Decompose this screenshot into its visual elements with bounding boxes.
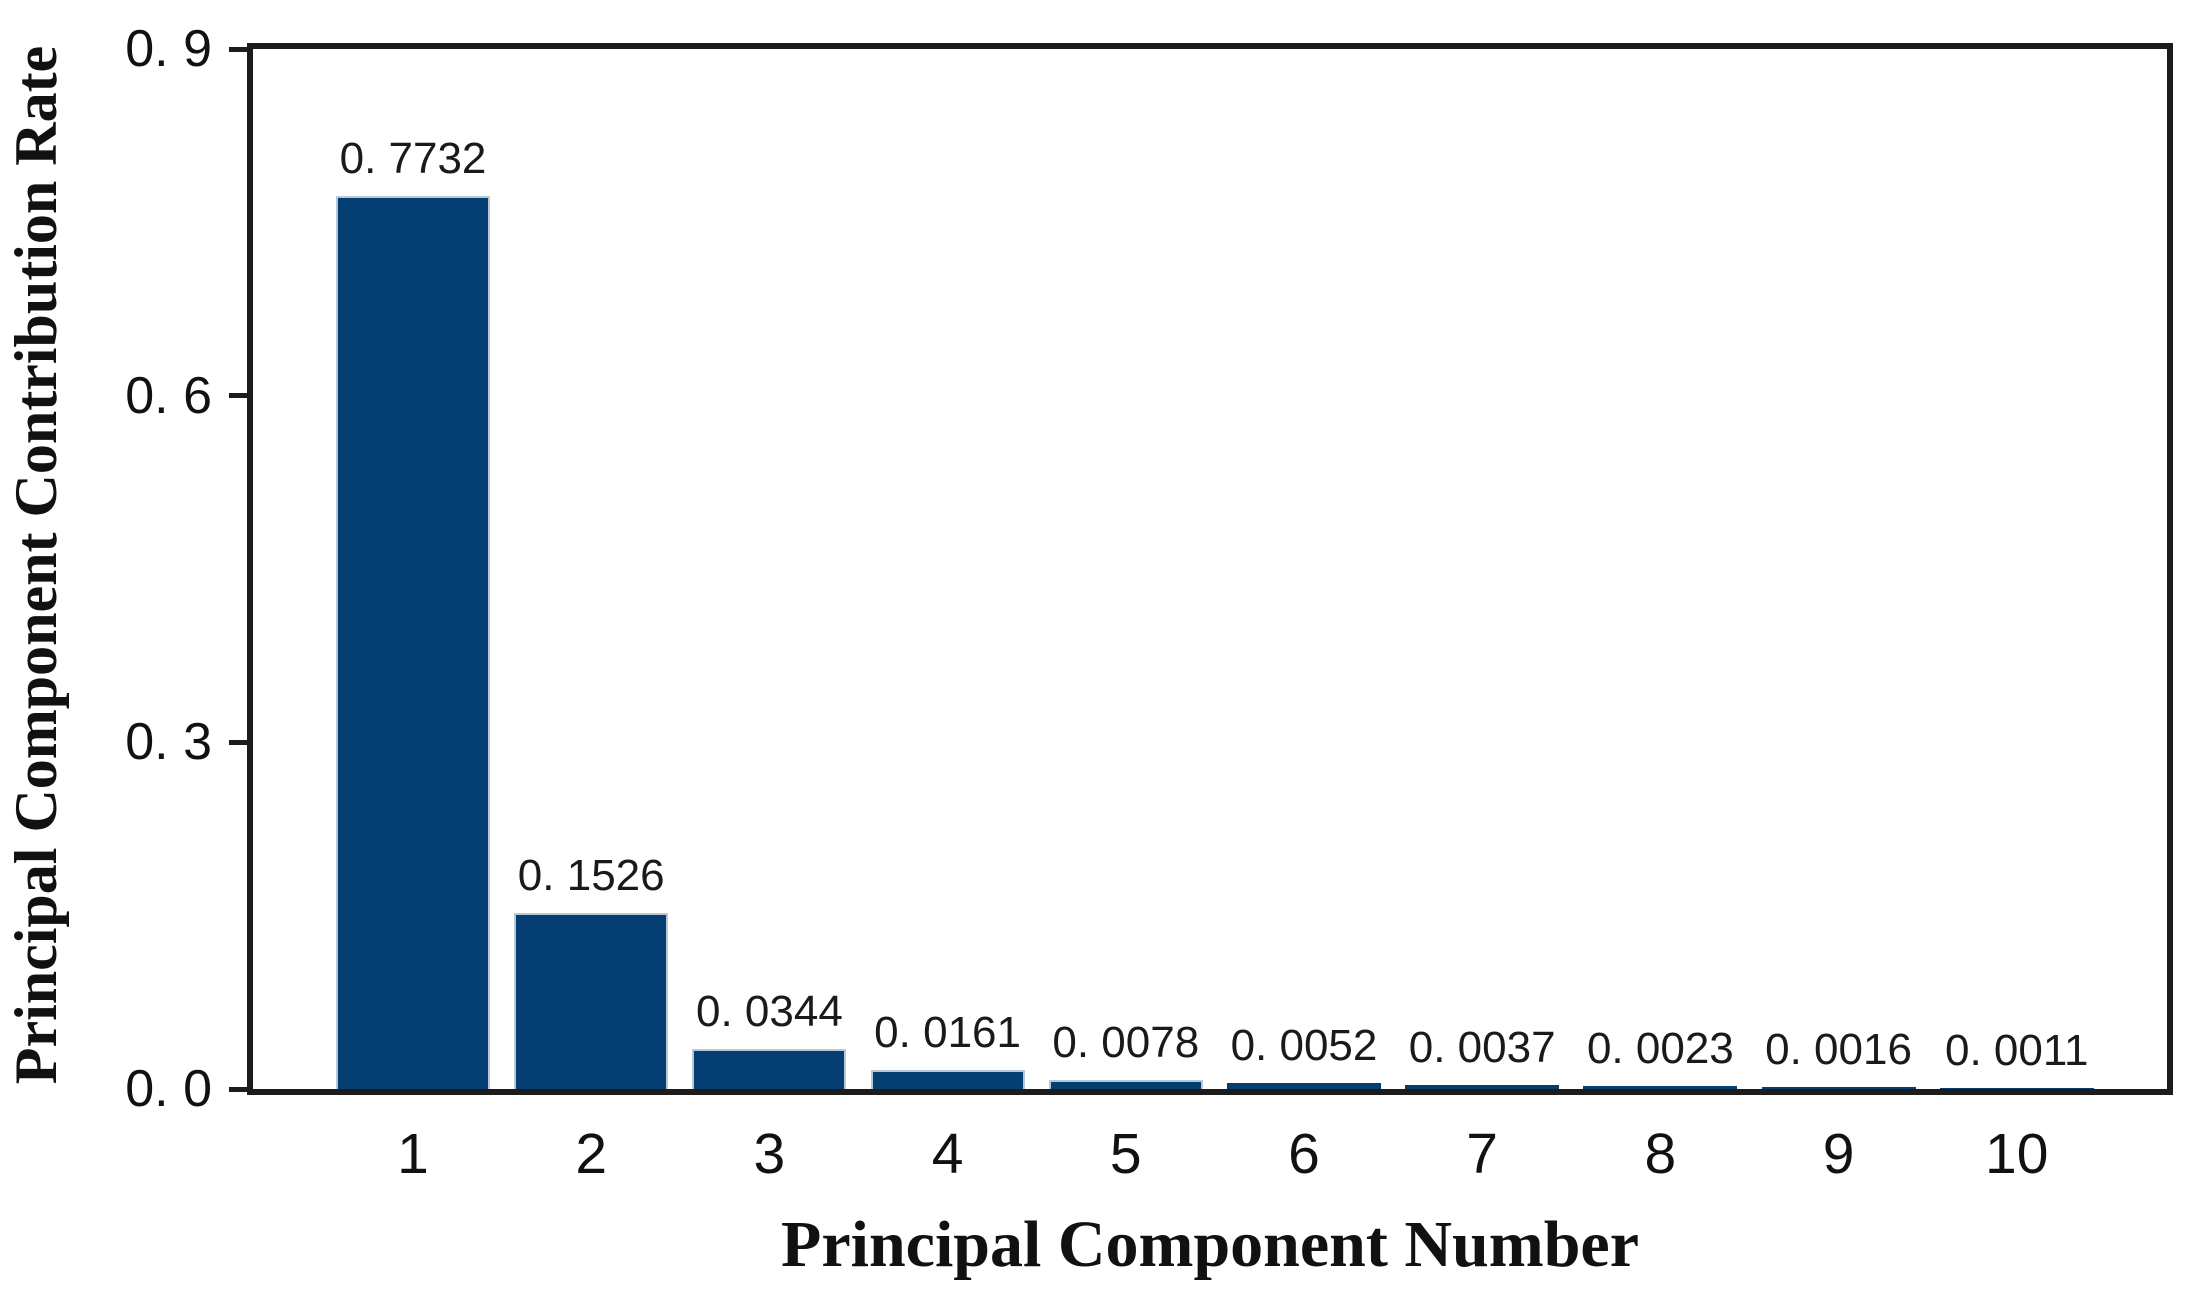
x-axis-title: Principal Component Number xyxy=(781,1208,1639,1281)
bar xyxy=(335,195,491,1089)
bar-value-label: 0. 1526 xyxy=(517,850,665,900)
bar-value-label: 0. 0037 xyxy=(1408,1022,1556,1072)
x-tick-label: 3 xyxy=(753,1122,786,1186)
x-tick-label: 6 xyxy=(1288,1122,1320,1186)
bar-value-label: 0. 0016 xyxy=(1765,1025,1912,1075)
y-tick-mark xyxy=(229,393,247,399)
x-tick-label: 9 xyxy=(1822,1122,1855,1186)
bar-value-label: 0. 0011 xyxy=(1944,1025,2089,1075)
y-tick-label: 0. 6 xyxy=(125,366,212,425)
bar-value-label: 0. 7732 xyxy=(339,133,487,183)
x-tick-label: 10 xyxy=(1985,1122,2049,1186)
y-tick-label: 0. 0 xyxy=(125,1060,212,1118)
x-tick-label: 2 xyxy=(575,1122,608,1186)
x-tick-label: 5 xyxy=(1109,1122,1142,1186)
bar xyxy=(692,1049,847,1089)
x-tick-label: 1 xyxy=(397,1122,429,1186)
y-tick-label: 0. 3 xyxy=(125,713,212,772)
y-tick-mark xyxy=(229,739,247,745)
bar xyxy=(1226,1083,1381,1089)
x-tick-label: 8 xyxy=(1644,1122,1677,1186)
bar xyxy=(1939,1087,2094,1089)
x-tick-label: 4 xyxy=(931,1122,964,1186)
bar xyxy=(1761,1087,1916,1089)
bar-value-label: 0. 0023 xyxy=(1586,1024,1734,1074)
bar xyxy=(1583,1086,1738,1089)
y-tick-label: 0. 9 xyxy=(125,20,212,78)
bar xyxy=(870,1070,1025,1089)
y-tick-mark xyxy=(229,1086,247,1092)
y-axis-title: Principal Component Contribution Rate xyxy=(3,45,69,1085)
y-tick-mark xyxy=(229,46,247,52)
x-tick-label: 7 xyxy=(1466,1122,1499,1186)
bars-container: 0. 7732 0. 1526 0. 0344 0. 0161 0. 0078 0. 00… xyxy=(253,49,2167,1089)
bar xyxy=(1405,1084,1560,1089)
bar xyxy=(1048,1080,1203,1089)
plot-area: 0. 7732 0. 1526 0. 0344 0. 0161 0. 0078 0. 00… xyxy=(247,43,2173,1095)
bar xyxy=(514,912,669,1089)
bar-value-label: 0. 0161 xyxy=(874,1008,1021,1058)
bar-value-label: 0. 0078 xyxy=(1052,1018,1200,1067)
bar-value-label: 0. 0344 xyxy=(695,987,843,1037)
bar-value-label: 0. 0052 xyxy=(1230,1021,1378,1070)
